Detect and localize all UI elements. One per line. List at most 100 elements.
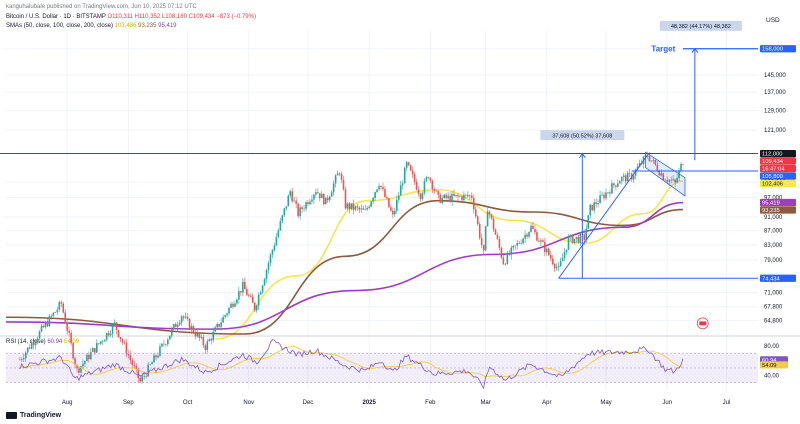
- candle-up: [346, 203, 349, 209]
- candle-up: [283, 208, 286, 216]
- candle-down: [342, 179, 345, 190]
- candle-down: [388, 198, 390, 208]
- candle-up: [366, 208, 368, 210]
- candle-up: [293, 200, 295, 202]
- candle-down: [129, 355, 132, 361]
- price-tick-label: 145,000: [764, 73, 786, 79]
- candle-up: [567, 237, 570, 250]
- candle-down: [544, 242, 546, 253]
- candle-down: [107, 332, 110, 336]
- candle-up: [263, 279, 266, 286]
- candle-down: [295, 200, 297, 204]
- price-tick-label: 97,000: [764, 196, 783, 202]
- currency-label: USD: [766, 17, 780, 24]
- price-badge: [760, 274, 796, 282]
- candle-up: [313, 194, 315, 200]
- candle-up: [40, 325, 43, 332]
- candle-up: [455, 195, 457, 196]
- candle-up: [169, 335, 171, 340]
- candle-up: [48, 316, 51, 327]
- candle-up: [315, 192, 317, 195]
- price-badge: [760, 198, 796, 207]
- candle-down: [549, 255, 552, 259]
- price-tick-label: 83,000: [764, 243, 783, 249]
- candle-up: [676, 178, 678, 183]
- candle-down: [500, 247, 503, 258]
- candle-up: [463, 194, 465, 201]
- candle-down: [127, 354, 130, 356]
- candle-up: [82, 363, 84, 367]
- candle-down: [137, 368, 140, 378]
- candle-down: [344, 189, 347, 209]
- candle-down: [392, 210, 394, 215]
- price-tick-label: 91,000: [764, 215, 783, 221]
- candle-down: [121, 339, 124, 343]
- candle-up: [575, 236, 578, 239]
- candle-up: [170, 328, 173, 336]
- candle-up: [157, 355, 159, 358]
- candle-down: [615, 185, 617, 187]
- sma50-line: [215, 180, 684, 340]
- candle-down: [429, 178, 432, 181]
- target-arrow-icon: [691, 47, 699, 54]
- candle-up: [242, 281, 244, 293]
- candle-down: [174, 324, 177, 328]
- candle-down: [390, 207, 392, 211]
- rsi-ma-line: [19, 346, 684, 377]
- time-tick-label: 2025: [362, 400, 376, 406]
- candle-up: [441, 197, 443, 203]
- candle-up: [216, 323, 218, 328]
- candle-up: [22, 358, 25, 360]
- candle-up: [634, 169, 637, 176]
- candle-down: [664, 179, 667, 181]
- candle-down: [76, 364, 78, 369]
- candle-up: [58, 302, 61, 310]
- measure-arrow-icon: [578, 152, 586, 158]
- candle-up: [180, 316, 183, 323]
- price-badge-label: 95,419: [762, 201, 780, 207]
- candle-down: [536, 232, 538, 241]
- candle-up: [176, 324, 179, 328]
- tradingview-logo[interactable]: TradingView: [6, 412, 61, 419]
- candle-up: [109, 333, 112, 336]
- candle-down: [301, 207, 303, 210]
- candle-down: [411, 170, 414, 175]
- price-badge-label: 112,000: [762, 152, 783, 158]
- candle-down: [595, 202, 597, 205]
- candle-down: [60, 302, 63, 304]
- candle-up: [599, 195, 601, 204]
- candle-up: [370, 201, 372, 207]
- candle-down: [654, 159, 657, 165]
- candle-down: [498, 238, 501, 248]
- candle-up: [273, 245, 276, 251]
- candle-down: [119, 337, 122, 340]
- candle-down: [526, 234, 528, 237]
- price-badge: [760, 206, 796, 214]
- candle-down: [192, 326, 195, 333]
- time-tick-label: Sep: [123, 400, 134, 406]
- rsi-line: [19, 339, 684, 390]
- candle-down: [656, 164, 659, 172]
- candle-down: [415, 181, 418, 190]
- candle-down: [457, 195, 459, 197]
- candle-up: [617, 183, 619, 187]
- candle-up: [52, 312, 55, 316]
- candle-down: [472, 197, 475, 210]
- candle-up: [510, 247, 513, 255]
- candle-down: [666, 180, 669, 182]
- candle-up: [638, 163, 641, 167]
- candle-up: [265, 269, 268, 280]
- candle-up: [172, 324, 175, 329]
- candle-down: [94, 348, 96, 353]
- candle-down: [494, 229, 497, 235]
- candle-up: [504, 263, 507, 265]
- candle-down: [362, 208, 365, 210]
- candle-up: [141, 376, 143, 382]
- candle-up: [228, 307, 230, 314]
- candle-up: [336, 173, 339, 176]
- candle-up: [26, 347, 29, 353]
- price-tick-label: 87,000: [764, 229, 783, 235]
- candle-down: [186, 316, 189, 319]
- candle-up: [159, 346, 161, 356]
